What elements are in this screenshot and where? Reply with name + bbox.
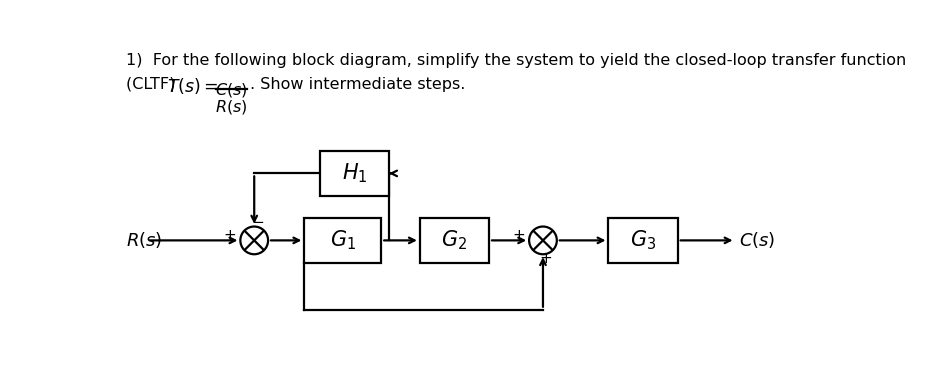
- Text: $C(s)$: $C(s)$: [738, 230, 774, 250]
- Text: $H_1$: $H_1$: [341, 161, 367, 185]
- Text: $R(s)$: $R(s)$: [125, 230, 162, 250]
- Circle shape: [529, 226, 556, 254]
- Bar: [607, 218, 677, 263]
- Text: $G_3$: $G_3$: [629, 229, 655, 252]
- Text: . Show intermediate steps.: . Show intermediate steps.: [249, 77, 464, 92]
- Text: +: +: [223, 228, 236, 243]
- Text: +: +: [512, 228, 525, 243]
- Text: −: −: [251, 215, 263, 230]
- Text: 1)  For the following block diagram, simplify the system to yield the closed-loo: 1) For the following block diagram, simp…: [125, 53, 905, 68]
- Circle shape: [241, 226, 268, 254]
- Bar: [319, 151, 388, 196]
- Text: $G_1$: $G_1$: [329, 229, 356, 252]
- Text: $G_2$: $G_2$: [441, 229, 467, 252]
- Text: $C(s)$: $C(s)$: [214, 81, 247, 99]
- Text: +: +: [539, 251, 552, 266]
- Text: (CLTF): (CLTF): [125, 76, 180, 91]
- Bar: [304, 218, 381, 263]
- Text: $R(s)$: $R(s)$: [214, 98, 247, 116]
- Text: $T(s)=$: $T(s)=$: [167, 76, 218, 97]
- Bar: [419, 218, 489, 263]
